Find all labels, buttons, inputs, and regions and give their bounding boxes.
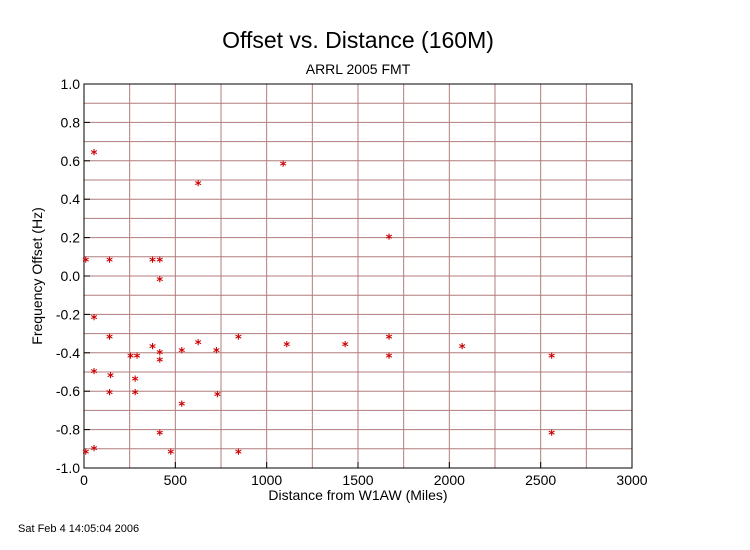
- x-tick-label: 2500: [525, 472, 556, 488]
- x-tick-label: 500: [164, 472, 188, 488]
- scatter-point: *: [106, 388, 113, 403]
- chart-title: Offset vs. Distance (160M): [222, 27, 494, 53]
- scatter-point: *: [82, 448, 89, 463]
- y-tick-label: -0.4: [56, 345, 80, 361]
- scatter-point: *: [132, 375, 139, 390]
- scatter-point: *: [283, 340, 290, 355]
- y-tick-label: 0.0: [61, 268, 81, 284]
- scatter-point: *: [386, 352, 393, 367]
- y-tick-label: 0.2: [61, 230, 81, 246]
- y-tick-label: 0.4: [61, 191, 81, 207]
- scatter-point: *: [149, 256, 156, 271]
- y-tick-label: -0.6: [56, 383, 80, 399]
- scatter-point: *: [91, 313, 98, 328]
- data-points: *********** **** *** ************** *******: [82, 148, 555, 463]
- scatter-point: *: [280, 160, 287, 175]
- chart-subtitle: ARRL 2005 FMT: [306, 61, 411, 77]
- y-axis-label: Frequency Offset (Hz): [29, 207, 45, 344]
- scatter-point: *: [91, 148, 98, 163]
- scatter-point: *: [386, 332, 393, 347]
- scatter-point: *: [178, 346, 185, 361]
- scatter-point: *: [149, 342, 156, 357]
- scatter-point: *: [156, 355, 163, 370]
- y-tick-label: -0.2: [56, 306, 80, 322]
- scatter-point: *: [195, 179, 202, 194]
- grid-lines: [84, 84, 632, 468]
- scatter-point: *: [91, 444, 98, 459]
- scatter-point: *: [342, 340, 349, 355]
- scatter-point: *: [156, 275, 163, 290]
- x-tick-label: 3000: [616, 472, 647, 488]
- y-tick-label: -1.0: [56, 460, 80, 476]
- y-tick-label: 0.8: [61, 114, 81, 130]
- scatter-point: *: [195, 338, 202, 353]
- y-tick-label: -0.8: [56, 422, 80, 438]
- scatter-point: *: [106, 256, 113, 271]
- scatter-point: *: [91, 367, 98, 382]
- scatter-point: *: [214, 390, 221, 405]
- y-tick-label: 1.0: [61, 76, 81, 92]
- x-tick-label: 1500: [342, 472, 373, 488]
- scatter-point: *: [167, 448, 174, 463]
- scatter-point: *: [235, 448, 242, 463]
- scatter-point: *: [235, 332, 242, 347]
- scatter-point: *: [107, 371, 114, 386]
- scatter-point: *: [213, 346, 220, 361]
- x-tick-label: 1000: [251, 472, 282, 488]
- x-tick-label: 2000: [434, 472, 465, 488]
- scatter-point: *: [132, 388, 139, 403]
- x-tick-label: 0: [80, 472, 88, 488]
- scatter-point: *: [127, 352, 134, 367]
- scatter-point: *: [459, 342, 466, 357]
- scatter-point: *: [548, 428, 555, 443]
- x-axis-label: Distance from W1AW (Miles): [268, 487, 447, 503]
- footer-timestamp: Sat Feb 4 14:05:04 2006: [18, 523, 140, 535]
- scatter-point: *: [178, 400, 185, 415]
- scatter-point: *: [106, 332, 113, 347]
- scatter-point: *: [82, 256, 89, 271]
- y-tick-label: 0.6: [61, 153, 81, 169]
- scatter-point: *: [386, 233, 393, 248]
- scatter-point: *: [156, 256, 163, 271]
- scatter-point: *: [548, 352, 555, 367]
- axis-ticks: 0 500 1000 1500 2000 2500 3000 -1.0 -0.8 -0.6 -0.4…: [56, 76, 648, 488]
- scatter-point: *: [134, 352, 141, 367]
- scatter-point: *: [156, 348, 163, 363]
- scatter-point: *: [156, 428, 163, 443]
